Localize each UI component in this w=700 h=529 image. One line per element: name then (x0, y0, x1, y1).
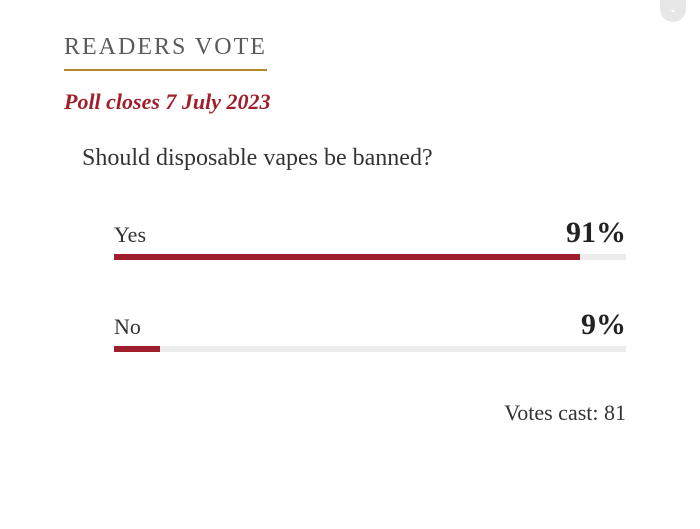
bar-track (114, 254, 626, 260)
votes-cast: Votes cast: 81 (64, 400, 636, 426)
poll-widget: READERS VOTE Poll closes 7 July 2023 Sho… (0, 0, 700, 446)
poll-option[interactable]: No 9% (114, 308, 626, 352)
poll-options: Yes 91% No 9% (64, 216, 636, 352)
option-label: No (114, 314, 141, 340)
votes-label: Votes cast: (504, 400, 598, 425)
option-label: Yes (114, 222, 146, 248)
chevron-down-icon (667, 5, 679, 17)
bar-fill (114, 254, 580, 260)
votes-count: 81 (604, 400, 626, 425)
bar-track (114, 346, 626, 352)
option-percent: 9% (581, 308, 626, 342)
poll-question: Should disposable vapes be banned? (64, 145, 636, 172)
section-title: READERS VOTE (64, 34, 267, 71)
bar-fill (114, 346, 160, 352)
poll-option[interactable]: Yes 91% (114, 216, 626, 260)
poll-close-line: Poll closes 7 July 2023 (64, 89, 636, 115)
option-percent: 91% (566, 216, 626, 250)
